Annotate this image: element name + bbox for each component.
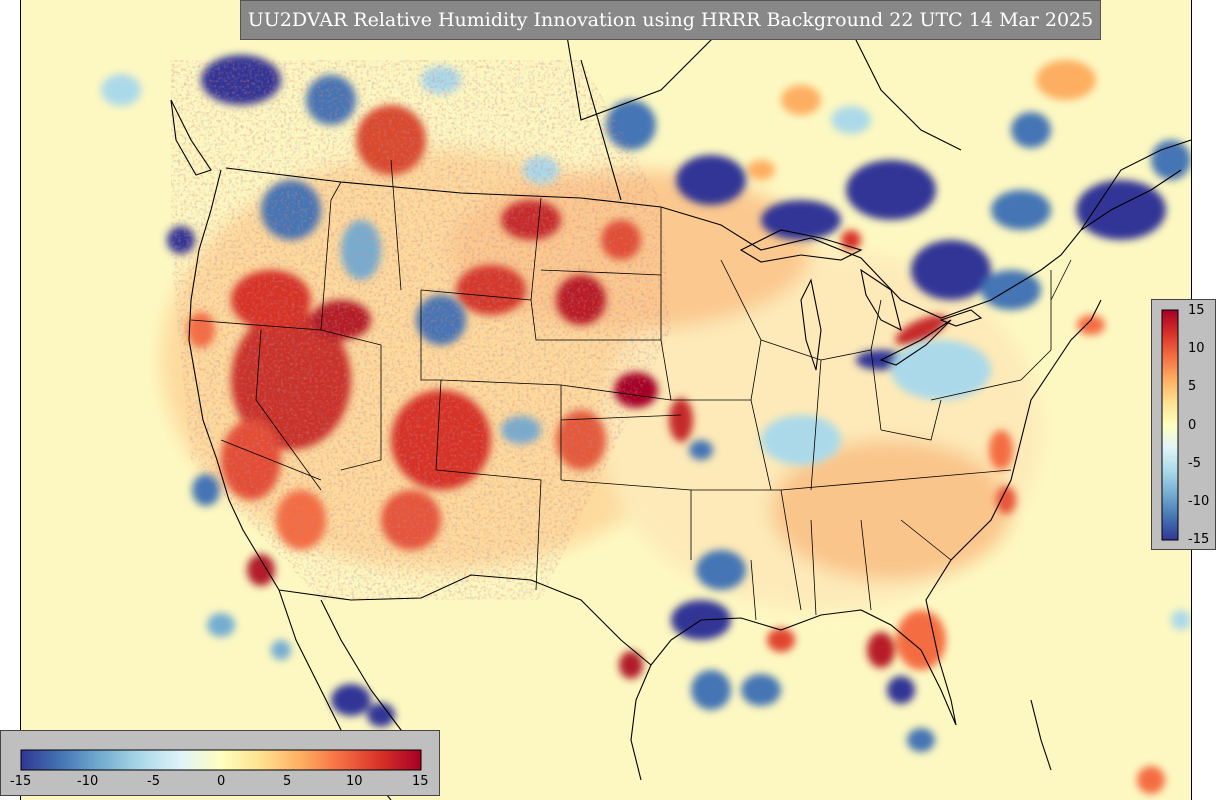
vertical-colorbar <box>1161 309 1179 541</box>
us-canada-border <box>225 167 1182 319</box>
vtick-neg10: -10 <box>1188 494 1210 509</box>
cuba-bahamas <box>1030 699 1052 771</box>
pacific-coastline <box>188 169 280 591</box>
state-borders <box>190 159 1072 621</box>
htick-10: 10 <box>346 774 363 789</box>
vertical-colorbar-panel: 15 10 5 0 -5 -10 -15 <box>1151 299 1216 550</box>
map-area <box>20 0 1192 800</box>
canada-interior-line <box>580 59 622 201</box>
vtick-5: 5 <box>1188 379 1197 394</box>
horizontal-colorbar <box>20 749 422 771</box>
us-mexico-border <box>278 574 652 666</box>
lake-superior <box>739 229 863 263</box>
lake-ontario <box>939 309 983 327</box>
mexico-east-coast <box>630 664 652 781</box>
gulf-coastline <box>650 609 957 726</box>
vtick-neg15: -15 <box>1188 532 1210 547</box>
htick-0: 0 <box>217 774 226 789</box>
labrador-line <box>850 29 962 151</box>
vtick-0: 0 <box>1188 418 1197 433</box>
vtick-neg5: -5 <box>1188 456 1201 471</box>
horizontal-colorbar-panel: -15 -10 -5 0 5 10 15 <box>0 730 440 796</box>
map-title-box: UU2DVAR Relative Humidity Innovation usi… <box>240 0 1101 40</box>
vancouver-island <box>170 99 212 176</box>
htick-neg10: -10 <box>77 774 99 789</box>
lake-erie <box>879 319 952 366</box>
quebec-coast <box>1080 139 1191 231</box>
vtick-15: 15 <box>1188 303 1205 318</box>
htick-5: 5 <box>283 774 292 789</box>
htick-neg15: -15 <box>10 774 32 789</box>
htick-15: 15 <box>412 774 429 789</box>
lake-huron <box>860 268 902 332</box>
lake-michigan <box>800 278 822 371</box>
map-title: UU2DVAR Relative Humidity Innovation usi… <box>247 9 1094 31</box>
htick-neg5: -5 <box>147 774 160 789</box>
atlantic-coastline <box>925 299 1102 661</box>
innovation-field <box>21 0 1191 800</box>
vtick-10: 10 <box>1188 341 1205 356</box>
